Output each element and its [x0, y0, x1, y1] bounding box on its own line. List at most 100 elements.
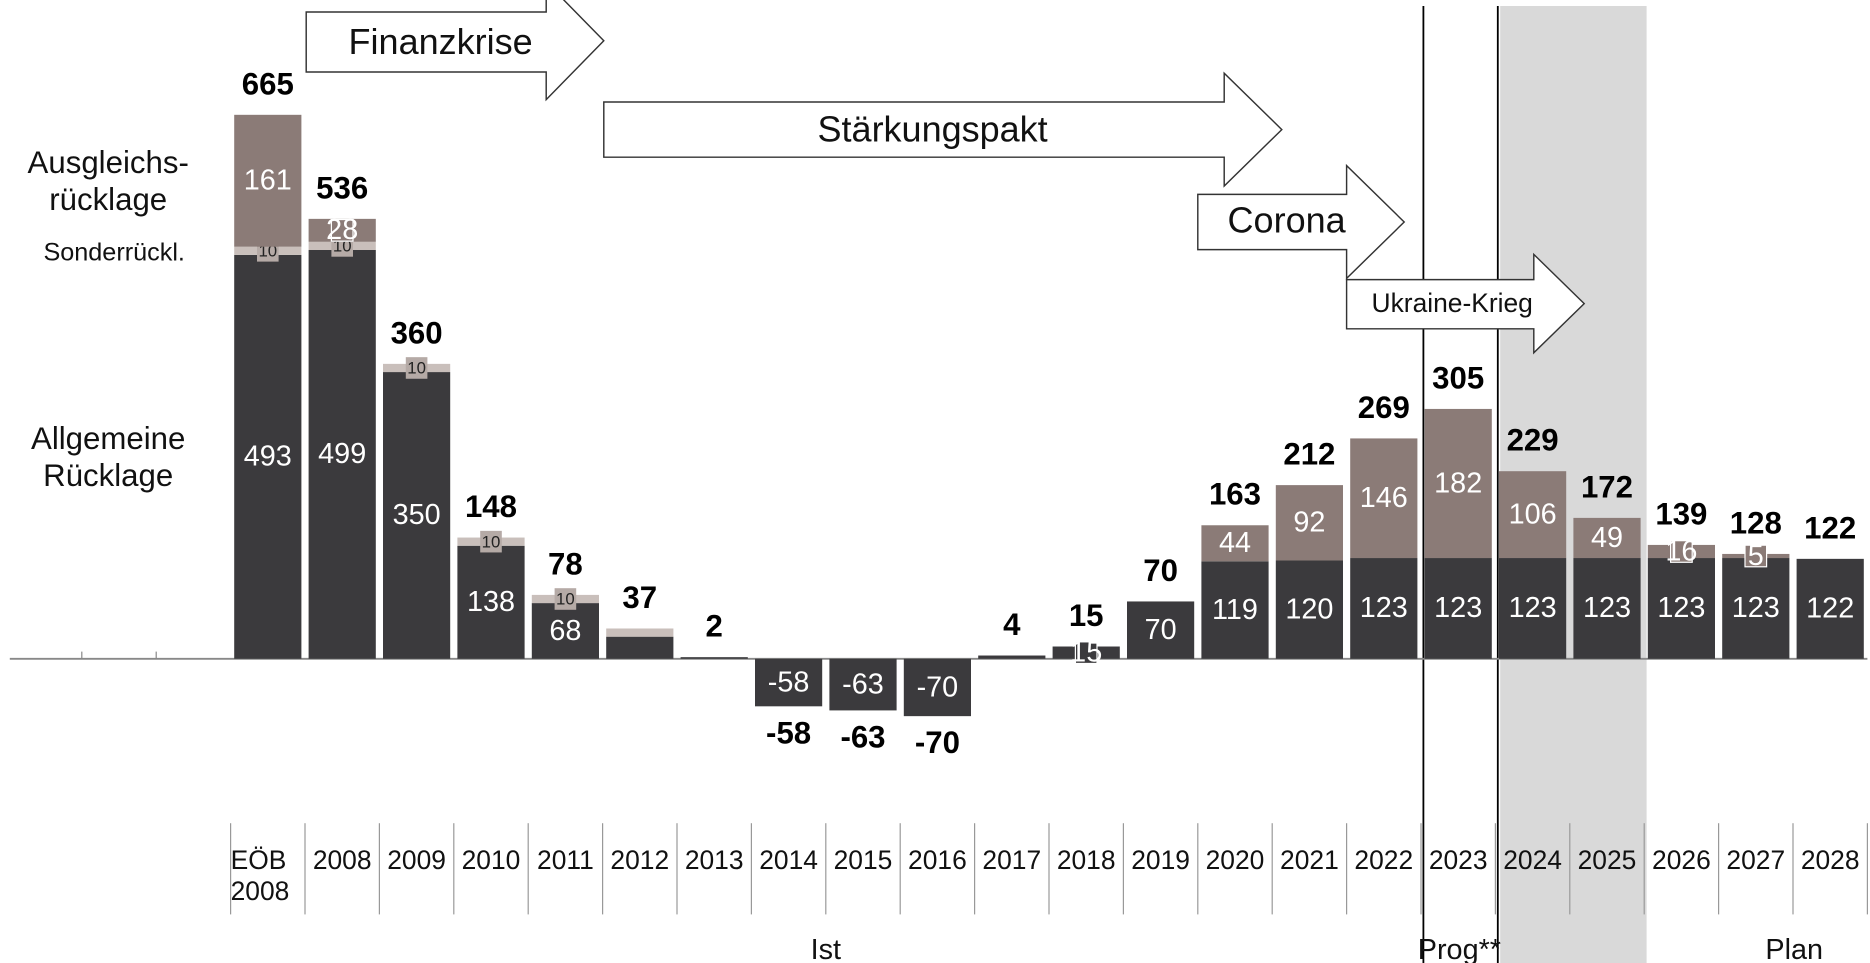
arrow — [305, 0, 605, 102]
total-label: 15 — [1069, 598, 1104, 633]
value-label: 146 — [1360, 482, 1408, 514]
x-tick-label-box: 2019 — [1131, 844, 1190, 875]
value-label: 122 — [1806, 593, 1854, 625]
value-label: -58 — [768, 666, 810, 698]
value-label: 123 — [1583, 592, 1631, 624]
total-label: 536 — [316, 170, 368, 205]
bar-segment — [606, 636, 674, 659]
bar-segment — [903, 658, 971, 717]
value-label: 5 — [1748, 540, 1764, 572]
value-label: 10 — [556, 590, 575, 609]
x-tick-label: 2019 — [1131, 844, 1190, 875]
bar-segment — [457, 545, 525, 659]
x-tick-label-box: 2014 — [759, 844, 818, 875]
x-tick-label: 2008 — [312, 844, 372, 875]
value-label: 119 — [1212, 594, 1258, 626]
x-tick-label: 2012 — [610, 844, 670, 875]
x-tick-label: EÖB 2008 — [230, 844, 290, 907]
x-tick-label: 2027 — [1726, 844, 1786, 875]
value-label: 493 — [244, 441, 292, 473]
bar-segment — [680, 657, 748, 659]
label-box — [1744, 544, 1768, 568]
period-label: Plan — [1765, 934, 1823, 963]
arrow — [603, 71, 1283, 188]
x-tick-label: 2017 — [982, 844, 1042, 875]
x-tick-label-box: 2023 — [1428, 844, 1488, 875]
total-label: 122 — [1804, 510, 1856, 545]
value-label: 499 — [318, 438, 366, 470]
label-box — [480, 530, 502, 553]
annotation: Ukraine-Krieg — [1372, 288, 1533, 318]
bar-segment — [1350, 438, 1418, 559]
total-label: 148 — [465, 489, 517, 524]
total-label: 305 — [1432, 360, 1484, 395]
legend-label-box: Sonderrückl. — [43, 238, 185, 267]
period-label: Ist — [811, 934, 841, 963]
bar-segment — [606, 628, 674, 637]
value-label: 106 — [1509, 498, 1557, 530]
total-label: 269 — [1358, 390, 1410, 425]
annotation: Corona — [1228, 200, 1347, 241]
x-tick-label-box: 2009 — [387, 845, 446, 875]
annotation: Stärkungspakt — [818, 109, 1048, 150]
legend-label-box: Allgemeine Rücklage — [31, 420, 186, 494]
x-tick-label: 2015 — [833, 844, 893, 875]
legend-label: Allgemeine Rücklage — [31, 420, 186, 494]
total-label: 360 — [391, 315, 443, 350]
total-label: 37 — [622, 580, 657, 615]
bar-segment — [531, 603, 599, 659]
bar-segment — [1275, 560, 1343, 659]
total-label: -70 — [915, 725, 960, 760]
x-tick-label-box: 2011 — [537, 845, 594, 875]
value-label: 15 — [1070, 636, 1102, 668]
bar-segment — [1647, 558, 1715, 659]
arrow — [1197, 163, 1406, 281]
x-tick-label: 2014 — [759, 844, 818, 875]
x-tick-label-box: 2012 — [610, 844, 670, 875]
x-tick-label: 2025 — [1577, 844, 1637, 875]
legend-label: Ausgleichs- rücklage — [27, 144, 189, 218]
label-box — [330, 218, 354, 242]
value-label: 123 — [1434, 592, 1482, 624]
bar-segment — [1499, 471, 1567, 559]
value-label: 16 — [1665, 535, 1697, 567]
bar-segment — [829, 658, 897, 711]
bar-segment — [1499, 558, 1567, 659]
x-tick-label: 2013 — [684, 844, 744, 875]
value-label: 123 — [1732, 592, 1780, 624]
value-label: 123 — [1657, 592, 1705, 624]
total-label: 139 — [1655, 496, 1707, 531]
x-tick-label-box: 2008 — [312, 844, 372, 875]
total-label: 128 — [1730, 505, 1782, 540]
legend-label: Sonderrückl. — [43, 238, 185, 267]
x-tick-label: 2020 — [1205, 844, 1265, 875]
value-label: 10 — [482, 532, 501, 551]
bar-segment — [1201, 561, 1269, 659]
bar-segment — [1424, 408, 1492, 559]
bar-segment — [755, 658, 823, 707]
total-label: 212 — [1283, 437, 1335, 472]
x-tick-label-box: 2018 — [1057, 845, 1116, 875]
x-tick-label: 2023 — [1428, 844, 1488, 875]
bar-segment — [234, 114, 302, 247]
value-label: 161 — [244, 165, 292, 197]
x-tick-label-box: 2021 — [1280, 845, 1339, 875]
bar-segment — [234, 254, 302, 659]
x-tick-label-box: 2010 — [462, 845, 521, 875]
x-tick-label: 2016 — [908, 844, 967, 875]
value-label: -70 — [917, 671, 959, 703]
value-label: 10 — [407, 359, 426, 378]
x-tick-label-box: 2020 — [1205, 844, 1265, 875]
legend-label-box: Ausgleichs- rücklage — [27, 144, 189, 218]
x-tick-label-box: 2015 — [833, 844, 893, 875]
total-label: 665 — [242, 66, 294, 101]
bar-segment — [308, 249, 376, 659]
bar-segment — [978, 655, 1046, 659]
x-tick-label-box: 2016 — [908, 844, 967, 875]
x-tick-label: 2028 — [1800, 844, 1860, 875]
x-tick-label-box: 2013 — [684, 844, 744, 875]
x-tick-label-box: 2028 — [1800, 844, 1860, 875]
period-label: Prog** — [1418, 934, 1501, 963]
x-tick-label: 2026 — [1652, 844, 1711, 875]
value-label: 350 — [393, 499, 441, 531]
